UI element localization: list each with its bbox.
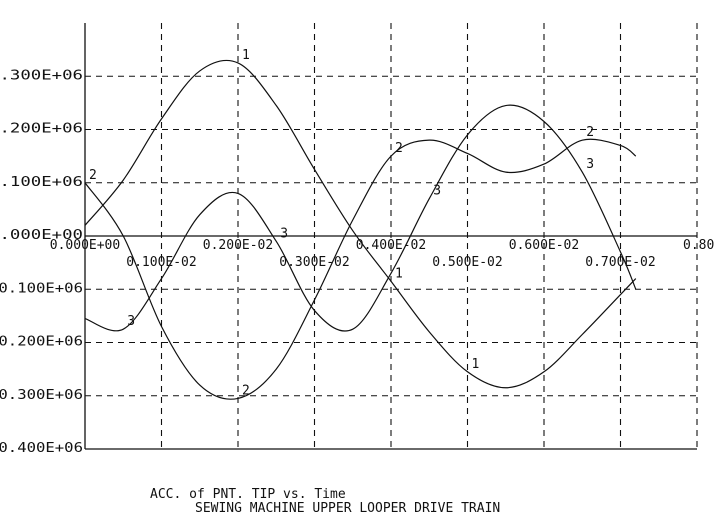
chart-subtitle: SEWING MACHINE UPPER LOOPER DRIVE TRAIN [195, 501, 500, 516]
curve-label: 1 [395, 266, 403, 281]
curve-label: 2 [242, 383, 250, 398]
x-tick-label: 0.700E-02 [585, 255, 655, 270]
series-line [84, 138, 637, 400]
series-line [84, 104, 637, 332]
y-tick-label: -0.300E+06 [0, 388, 83, 403]
series-line [84, 59, 637, 389]
y-tick-label: -0.400E+06 [0, 441, 83, 456]
curve-label: 3 [127, 314, 135, 329]
curve-label: 1 [472, 357, 480, 372]
curve-label: 2 [586, 125, 594, 140]
x-tick-label: 0.600E-02 [509, 238, 579, 253]
x-tick-label: 0.200E-02 [203, 238, 273, 253]
y-tick-label: -0.200E+06 [0, 335, 83, 350]
x-tick-label: 0.500E-02 [432, 255, 502, 270]
curve-label: 2 [395, 141, 403, 156]
x-tick-label: 0.80 [683, 238, 714, 253]
curve-label: 2 [89, 168, 97, 183]
curve-label: 3 [433, 184, 441, 199]
y-tick-label: -0.100E+06 [0, 281, 83, 296]
chart-title: ACC. of PNT. TIP vs. Time [150, 487, 346, 502]
x-tick-label: 0.000E+00 [50, 238, 120, 253]
curve-label: 1 [242, 48, 250, 63]
y-tick-label: 0.300E+06 [0, 68, 83, 83]
x-tick-label: 0.300E-02 [279, 255, 349, 270]
curve-label: 3 [280, 226, 288, 241]
curve-label: 3 [586, 157, 594, 172]
y-tick-label: 0.200E+06 [0, 122, 83, 137]
x-tick-label: 0.400E-02 [356, 238, 426, 253]
y-tick-label: 0.000E+00 [0, 228, 83, 243]
y-tick-label: 0.100E+06 [0, 175, 83, 190]
x-tick-label: 0.100E-02 [126, 255, 196, 270]
